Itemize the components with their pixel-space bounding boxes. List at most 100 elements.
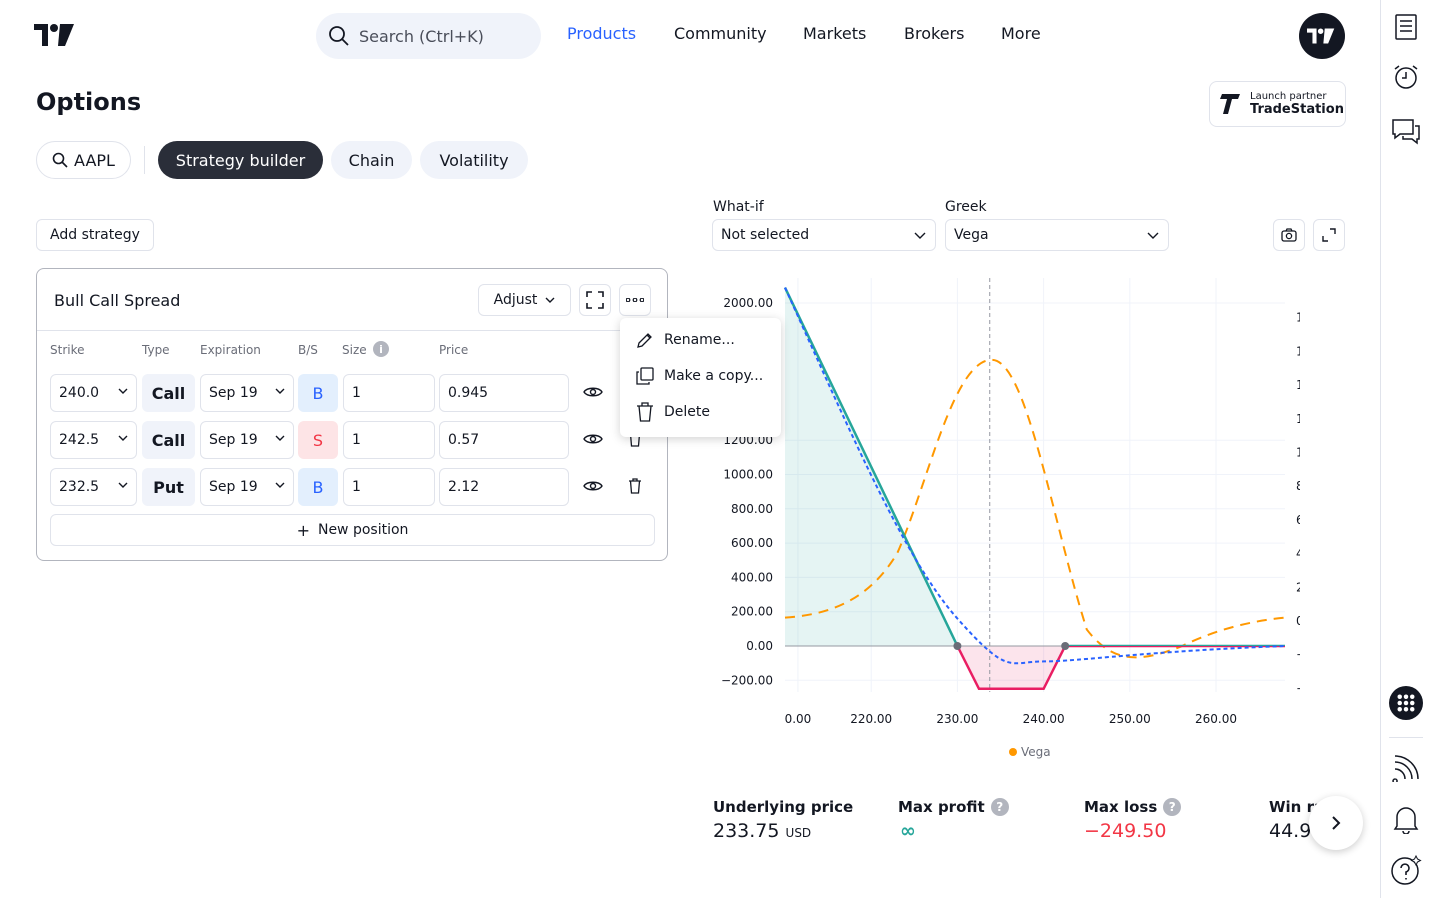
launch-partner-badge[interactable]: Launch partner TradeStation	[1209, 81, 1346, 127]
chevron-down-icon	[275, 482, 285, 488]
eye-icon[interactable]	[583, 385, 603, 399]
ideas-stream-button[interactable]	[1389, 751, 1423, 785]
expiration-pnl-line	[783, 287, 1285, 691]
buy-sell-toggle[interactable]: B	[298, 374, 338, 412]
add-strategy-button[interactable]: Add strategy	[36, 219, 154, 251]
chevron-down-icon	[914, 232, 926, 239]
size-input[interactable]: 1	[343, 421, 435, 459]
col-type: Type	[142, 343, 170, 357]
products-grid-button[interactable]	[1389, 686, 1423, 720]
size-input[interactable]: 1	[343, 468, 435, 506]
eye-icon[interactable]	[583, 479, 603, 493]
expand-diagonal-icon	[1322, 228, 1336, 242]
y-left-tick-label: 0.00	[746, 639, 773, 653]
whatif-select[interactable]: Not selected	[712, 219, 936, 251]
buy-sell-toggle[interactable]: S	[298, 421, 338, 459]
nav-markets[interactable]: Markets	[803, 24, 867, 43]
search-bar[interactable]: Search (Ctrl+K)	[316, 13, 541, 59]
nav-brokers[interactable]: Brokers	[904, 24, 965, 43]
eye-icon[interactable]	[583, 432, 603, 446]
expiration-select[interactable]: Sep 19	[200, 374, 294, 412]
fullscreen-button[interactable]	[579, 284, 611, 316]
chevron-down-icon	[1147, 232, 1159, 239]
max-profit-label: Max profit ?	[898, 798, 1009, 816]
menu-item-label: Make a copy...	[664, 368, 764, 384]
x-tick-label: 240.00	[1023, 712, 1065, 726]
symbol-search-button[interactable]: AAPL	[36, 141, 131, 179]
max-loss-label: Max loss ?	[1084, 798, 1182, 816]
expand-chart-button[interactable]	[1313, 219, 1345, 251]
help-center-button[interactable]	[1389, 853, 1423, 887]
type-toggle[interactable]: Call	[142, 374, 195, 412]
tab-chain[interactable]: Chain	[331, 141, 412, 179]
price-input[interactable]: 2.12	[439, 468, 569, 506]
adjust-label: Adjust	[493, 292, 538, 308]
watchlist-button[interactable]	[1389, 10, 1423, 44]
stat-value: 233.75	[713, 820, 780, 842]
partner-name: TradeStation	[1250, 102, 1344, 117]
chats-button[interactable]	[1389, 114, 1423, 148]
scroll-right-button[interactable]	[1309, 796, 1363, 850]
y-right-tick-label: 18.00	[1296, 311, 1300, 325]
chart-ticks: 0.00 220.00 230.00 240.00 250.00 260.00 2000.0…	[721, 296, 1300, 726]
help-icon[interactable]: ?	[1163, 798, 1182, 816]
page-title: Options	[36, 88, 142, 116]
y-right-tick-label: 12.00	[1296, 412, 1300, 426]
strike-select[interactable]: 242.5	[50, 421, 137, 459]
chevron-down-icon	[118, 388, 128, 394]
menu-item-rename[interactable]: Rename...	[620, 322, 781, 358]
size-input[interactable]: 1	[343, 374, 435, 412]
more-icon	[626, 298, 644, 302]
y-left-tick-label: 800.00	[731, 502, 773, 516]
tab-volatility[interactable]: Volatility	[420, 141, 528, 179]
trash-icon	[637, 402, 653, 422]
nav-more[interactable]: More	[1001, 24, 1041, 43]
menu-item-delete[interactable]: Delete	[620, 394, 781, 430]
legend-dot	[1009, 748, 1017, 756]
menu-item-label: Rename...	[664, 332, 735, 348]
whatif-value: Not selected	[721, 227, 810, 243]
expiration-select[interactable]: Sep 19	[200, 468, 294, 506]
underlying-price-label: Underlying price	[713, 798, 853, 816]
price-input[interactable]: 0.945	[439, 374, 569, 412]
more-options-button[interactable]	[619, 284, 651, 316]
type-toggle[interactable]: Put	[142, 468, 195, 506]
strike-select[interactable]: 240.0	[50, 374, 137, 412]
price-input[interactable]: 0.57	[439, 421, 569, 459]
y-left-tick-label: 200.00	[731, 605, 773, 619]
nav-products[interactable]: Products	[567, 24, 637, 43]
alerts-button[interactable]	[1389, 60, 1423, 94]
symbol-label: AAPL	[74, 150, 115, 170]
notifications-button[interactable]	[1389, 802, 1423, 836]
greek-select[interactable]: Vega	[945, 219, 1169, 251]
breakeven-markers	[953, 642, 1070, 650]
expiration-select[interactable]: Sep 19	[200, 421, 294, 459]
strike-select[interactable]: 232.5	[50, 468, 137, 506]
chart-grid	[785, 278, 1285, 692]
trash-icon[interactable]	[628, 478, 642, 494]
stat-label: Underlying price	[713, 798, 854, 816]
x-tick-label: 260.00	[1195, 712, 1237, 726]
breakeven-point[interactable]	[1061, 642, 1070, 650]
size-info-icon[interactable]: i	[373, 341, 389, 357]
tradingview-logo[interactable]	[34, 22, 78, 48]
card-divider	[37, 330, 667, 331]
breakeven-point[interactable]	[953, 642, 962, 650]
y-left-tick-label: 400.00	[731, 570, 773, 584]
adjust-button[interactable]: Adjust	[478, 284, 571, 316]
help-icon[interactable]: ?	[990, 798, 1009, 816]
tab-strategy-builder[interactable]: Strategy builder	[158, 141, 323, 179]
nav-community[interactable]: Community	[674, 24, 767, 43]
menu-item-copy[interactable]: Make a copy...	[620, 358, 781, 394]
payoff-chart[interactable]: 0.00 220.00 230.00 240.00 250.00 260.00 2000.0…	[700, 270, 1300, 770]
type-toggle[interactable]: Call	[142, 421, 195, 459]
screenshot-button[interactable]	[1273, 219, 1305, 251]
legend-label: Vega	[1021, 745, 1051, 759]
search-icon	[329, 26, 349, 46]
user-avatar[interactable]	[1299, 13, 1345, 59]
list-icon	[1395, 14, 1417, 40]
col-price: Price	[439, 343, 469, 357]
new-position-button[interactable]: + New position	[50, 514, 655, 546]
buy-sell-toggle[interactable]: B	[298, 468, 338, 506]
copy-icon	[636, 367, 654, 385]
